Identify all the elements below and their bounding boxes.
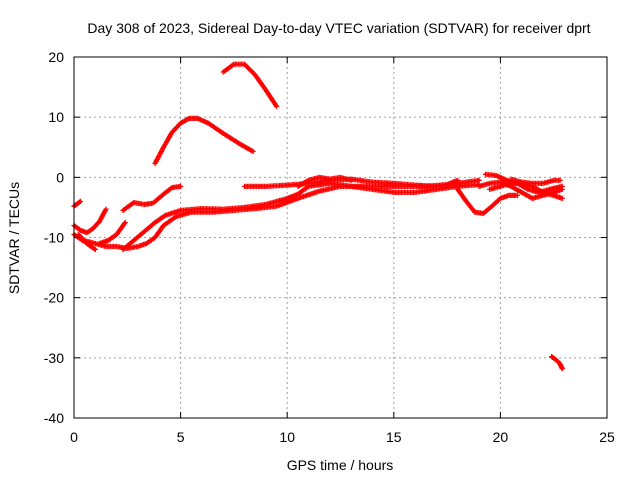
data-point: [557, 177, 563, 183]
x-tick-label: 5: [177, 429, 185, 445]
data-point: [476, 177, 482, 183]
axis-ticks: 0 5 10 15 20 25 20 10 0 -10 -20 -30 -40: [44, 49, 615, 445]
y-tick-label: -30: [44, 350, 64, 366]
x-tick-label: 20: [493, 429, 509, 445]
chart-title: Day 308 of 2023, Sidereal Day-to-day VTE…: [87, 20, 590, 36]
series-arc-12: [455, 186, 521, 216]
data-point: [250, 148, 256, 155]
y-tick-label: 0: [56, 169, 64, 185]
x-tick-label: 0: [70, 429, 78, 445]
data-points: [71, 61, 565, 372]
series-arc-7: [97, 219, 128, 247]
series-arc-4: [71, 206, 109, 236]
data-point: [77, 198, 83, 204]
y-axis-label: SDTVAR / TECUs: [6, 182, 22, 294]
data-point: [178, 183, 184, 189]
series-arc-11: [295, 174, 354, 189]
x-tick-label: 25: [599, 429, 615, 445]
y-tick-label: 10: [48, 109, 64, 125]
data-point: [103, 206, 109, 212]
series-arc-9: [120, 180, 482, 253]
x-axis-label: GPS time / hours: [287, 457, 394, 473]
series-arc-8: [120, 183, 184, 213]
series-arc-16: [508, 176, 563, 186]
y-tick-label: 20: [48, 49, 64, 65]
data-point: [559, 366, 565, 372]
series-arc-17: [549, 354, 565, 372]
data-point: [559, 183, 565, 189]
y-tick-label: -10: [44, 230, 64, 246]
data-point: [92, 246, 98, 253]
data-point: [514, 192, 521, 198]
series-arc-6: [75, 231, 98, 253]
x-tick-label: 15: [386, 429, 402, 445]
y-tick-label: -20: [44, 290, 64, 306]
data-point: [559, 195, 565, 201]
series-arc-3: [71, 198, 83, 209]
series-arc-1: [220, 61, 280, 109]
data-point: [122, 219, 128, 226]
data-point: [273, 103, 280, 109]
series-arc-2: [152, 115, 256, 167]
y-tick-label: -40: [44, 410, 64, 426]
x-tick-label: 10: [279, 429, 295, 445]
data-point: [348, 177, 354, 183]
